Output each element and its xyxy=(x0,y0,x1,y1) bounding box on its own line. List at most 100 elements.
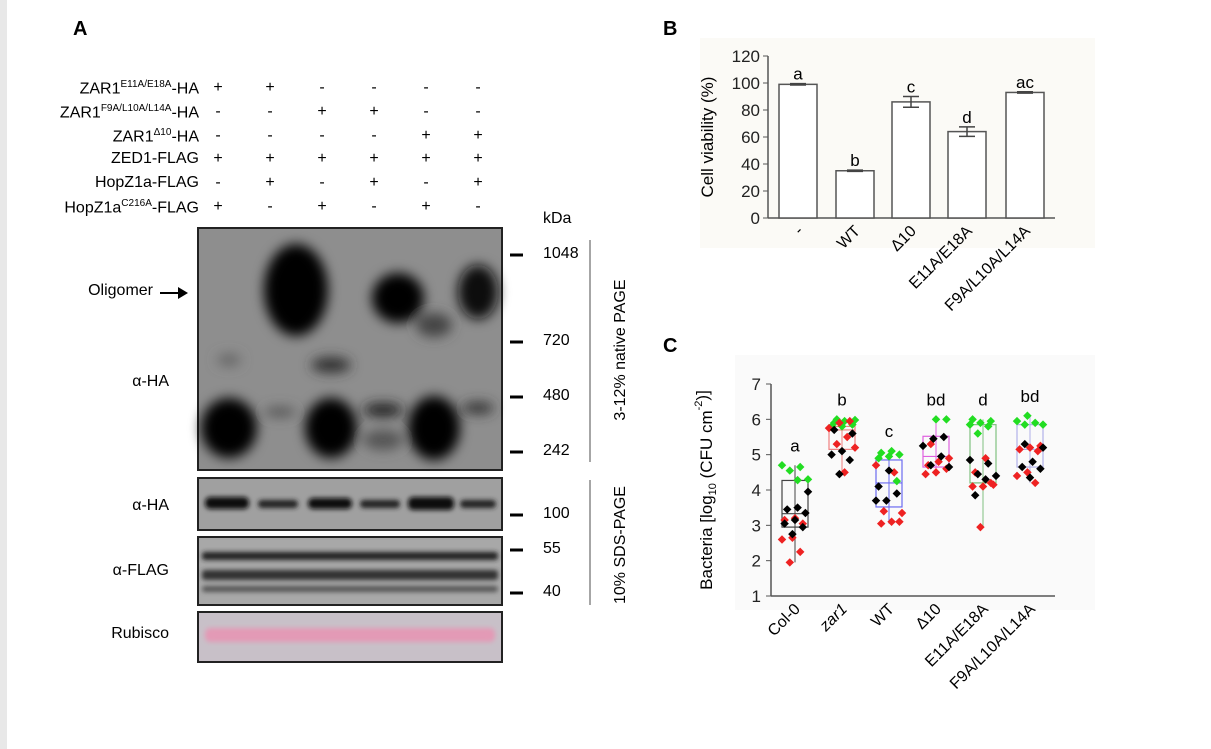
data-point xyxy=(788,529,797,539)
data-point xyxy=(978,482,988,491)
condition-sign: + xyxy=(265,174,275,191)
data-point xyxy=(991,471,1001,481)
y-tick-label: 0 xyxy=(751,209,760,228)
data-point xyxy=(1017,462,1027,472)
data-point xyxy=(1028,457,1037,466)
significance-label: c xyxy=(907,78,916,97)
condition-sign: - xyxy=(267,103,273,120)
data-point xyxy=(976,418,985,428)
data-point xyxy=(874,482,883,491)
condition-label: ZAR1Δ10-HA xyxy=(112,127,199,146)
significance-label: c xyxy=(885,422,894,441)
data-point xyxy=(785,466,795,475)
condition-sign: - xyxy=(371,198,377,215)
bar xyxy=(947,130,987,219)
condition-sign: - xyxy=(371,127,377,144)
data-point xyxy=(895,450,904,459)
data-point xyxy=(790,515,800,525)
condition-sign: + xyxy=(213,79,223,96)
data-point xyxy=(1025,443,1035,452)
significance-label: b xyxy=(837,390,846,409)
condition-sign: - xyxy=(215,103,221,120)
condition-label: ZAR1E11A/E18A-HA xyxy=(79,79,199,98)
data-point xyxy=(1015,445,1024,454)
marker-label: 1048 xyxy=(543,245,579,262)
data-point xyxy=(921,469,930,479)
significance-label: a xyxy=(793,65,803,84)
data-point xyxy=(832,439,842,449)
bar xyxy=(891,101,931,219)
condition-label: HopZ1a-FLAG xyxy=(94,174,199,191)
condition-sign: - xyxy=(319,174,325,191)
data-point xyxy=(973,469,983,479)
data-point xyxy=(1023,411,1032,421)
data-point xyxy=(795,462,805,472)
condition-sign: + xyxy=(265,150,275,167)
data-point xyxy=(918,441,928,451)
data-point xyxy=(835,418,844,428)
blot-label-native-ha: α-HA xyxy=(132,373,169,390)
data-point xyxy=(798,522,808,532)
condition-sign: - xyxy=(319,127,325,144)
condition-sign: - xyxy=(475,198,481,215)
condition-sign: - xyxy=(215,174,221,191)
significance-label: d xyxy=(962,108,971,127)
data-point xyxy=(983,422,993,431)
data-point xyxy=(803,487,813,497)
data-point xyxy=(842,432,852,442)
data-point xyxy=(850,443,860,452)
data-point xyxy=(882,496,891,505)
native-page-blot xyxy=(197,227,503,471)
significance-label: bd xyxy=(1021,387,1040,406)
condition-sign: - xyxy=(371,79,377,96)
condition-sign: - xyxy=(423,103,429,120)
data-point xyxy=(944,453,954,463)
significance-label: d xyxy=(978,390,987,409)
error-bar xyxy=(903,95,919,109)
condition-sign: - xyxy=(423,174,429,191)
y-tick-label: 7 xyxy=(752,375,761,394)
x-tick-label: F9A/L10A/L14A xyxy=(947,601,1039,693)
condition-sign: - xyxy=(319,79,325,96)
data-point xyxy=(970,491,980,500)
panel-a-label: A xyxy=(73,18,88,40)
condition-sign: + xyxy=(369,103,379,120)
data-point xyxy=(1038,420,1048,429)
condition-sign: - xyxy=(215,127,221,144)
error-bar xyxy=(959,126,975,138)
data-point xyxy=(981,475,990,484)
data-point xyxy=(965,455,975,465)
bar xyxy=(835,170,875,219)
data-point xyxy=(879,506,889,516)
oligomer-arrow-icon xyxy=(160,287,188,299)
y-tick-label: 20 xyxy=(741,182,760,201)
condition-sign: + xyxy=(317,103,327,120)
condition-sign: - xyxy=(475,103,481,120)
data-point xyxy=(827,450,836,459)
data-point xyxy=(1038,443,1048,452)
data-point xyxy=(976,522,985,532)
condition-sign: + xyxy=(421,127,431,144)
marker-label: 242 xyxy=(543,442,570,459)
blot-label-sds-ha: α-HA xyxy=(132,497,169,514)
data-point xyxy=(939,432,949,442)
data-point xyxy=(892,489,902,498)
data-point xyxy=(782,505,792,514)
rubisco-stain xyxy=(197,611,503,663)
data-point xyxy=(973,429,983,438)
data-point xyxy=(968,482,977,491)
data-point xyxy=(845,416,855,426)
condition-sign: + xyxy=(317,150,327,167)
significance-label: b xyxy=(850,151,859,170)
native-page-label: 3-12% native PAGE xyxy=(612,279,629,420)
marker-label: 40 xyxy=(543,583,561,600)
error-bar xyxy=(790,82,806,86)
marker-label: 480 xyxy=(543,387,570,404)
data-point xyxy=(926,461,936,470)
data-point xyxy=(780,519,789,528)
condition-sign: - xyxy=(267,127,273,144)
data-point xyxy=(803,475,813,484)
data-point xyxy=(1030,478,1040,488)
data-point xyxy=(848,429,857,438)
